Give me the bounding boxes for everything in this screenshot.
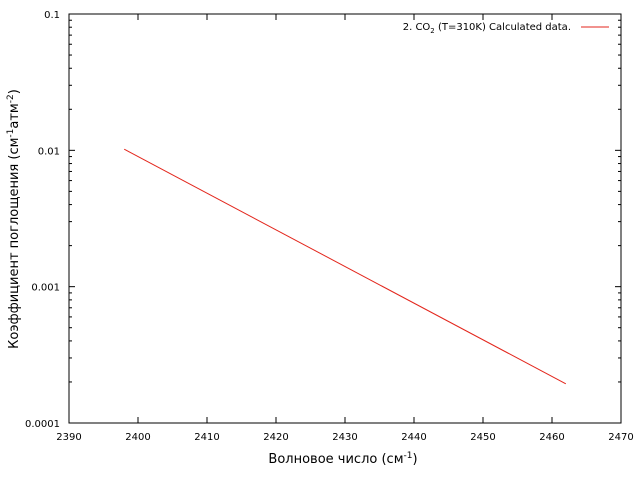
x-axis-ticks: 2390 2400 2410 2420 2430 2440 2450 2460 2470 xyxy=(56,14,634,443)
series-line xyxy=(123,148,567,385)
y-tick-label: 0.01 xyxy=(38,146,60,157)
y-tick-label: 0.1 xyxy=(44,10,60,21)
x-axis-label: Волновое число (см-1) xyxy=(268,451,417,467)
legend-label: 2. CO2 (T=310K) Calculated data. xyxy=(403,22,571,35)
legend: 2. CO2 (T=310K) Calculated data. xyxy=(403,22,609,35)
x-tick-label: 2450 xyxy=(470,432,495,443)
x-tick-label: 2420 xyxy=(263,432,288,443)
y-tick-label: 0.0001 xyxy=(25,419,60,430)
x-tick-label: 2400 xyxy=(125,432,150,443)
y-axis-ticks: 0.0001 0.001 0.01 0.1 xyxy=(25,10,621,430)
x-tick-label: 2410 xyxy=(194,432,219,443)
plot-frame xyxy=(68,13,622,424)
y-axis-label: Коэффициент поглощения (см-1атм-2) xyxy=(6,89,22,349)
x-tick-label: 2390 xyxy=(56,432,81,443)
x-tick-label: 2430 xyxy=(332,432,357,443)
x-tick-label: 2460 xyxy=(539,432,564,443)
x-tick-label: 2470 xyxy=(608,432,633,443)
series-layer xyxy=(123,148,567,385)
x-tick-label: 2440 xyxy=(401,432,426,443)
y-tick-label: 0.001 xyxy=(31,283,60,294)
